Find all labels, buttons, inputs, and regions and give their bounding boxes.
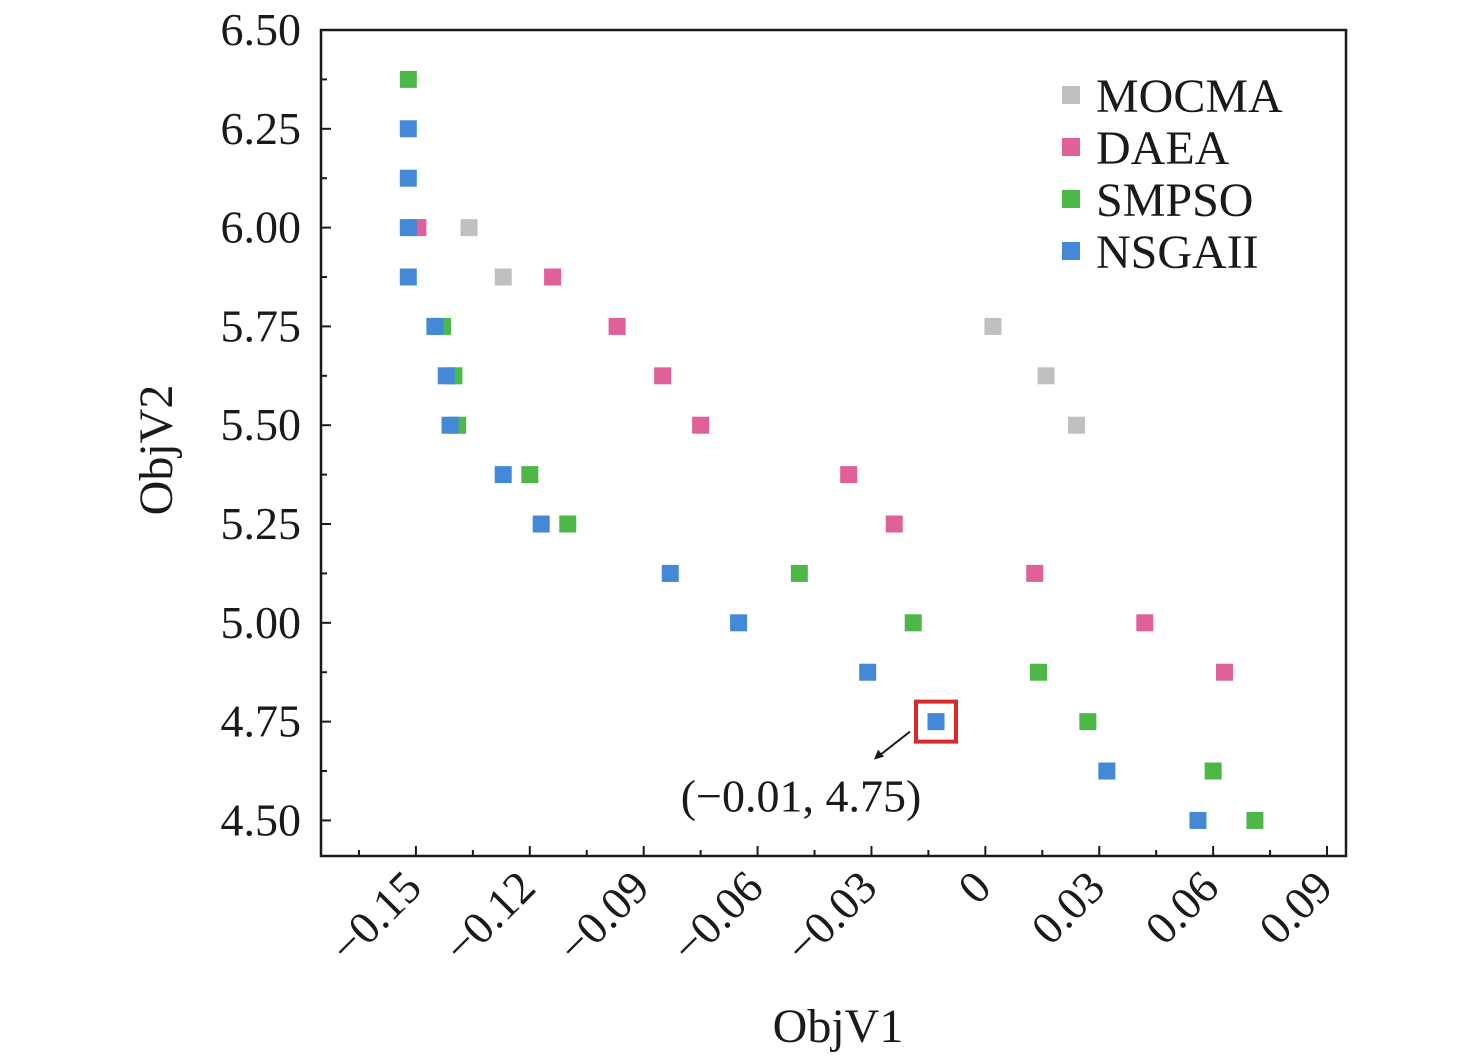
series-mocma — [460, 219, 1085, 434]
data-point — [399, 219, 417, 237]
data-point — [1189, 811, 1207, 829]
data-point — [1037, 367, 1055, 385]
annotation-arrow-line — [877, 730, 911, 758]
y-tick-label: 5.50 — [221, 399, 302, 450]
x-tick-label: −0.09 — [547, 861, 658, 972]
y-tick-label: 4.50 — [221, 794, 302, 845]
data-point — [608, 317, 626, 335]
data-point — [904, 614, 922, 632]
data-point — [399, 70, 417, 88]
data-point — [840, 466, 858, 484]
data-point — [730, 614, 748, 632]
data-point — [544, 268, 562, 286]
legend-label-nsgaii: NSGAII — [1096, 226, 1259, 279]
y-tick-label: 5.75 — [221, 300, 302, 351]
legend-label-smpso: SMPSO — [1096, 174, 1253, 227]
series-daea — [409, 219, 1234, 681]
y-tick-label: 6.50 — [221, 4, 302, 55]
data-point — [441, 416, 459, 434]
annotation-label: (−0.01, 4.75) — [681, 771, 922, 822]
data-point — [1246, 811, 1264, 829]
y-tick-label: 5.00 — [221, 597, 302, 648]
annotation-layer: (−0.01, 4.75) — [681, 699, 958, 822]
data-point — [790, 564, 808, 582]
legend-label-daea: DAEA — [1096, 122, 1230, 175]
data-point — [532, 515, 550, 533]
data-point — [692, 416, 710, 434]
y-tick-label: 6.00 — [221, 202, 302, 253]
data-point — [1030, 663, 1047, 681]
data-point — [521, 466, 539, 484]
data-point — [1079, 713, 1097, 731]
series-nsgaii — [399, 120, 1207, 829]
x-tick-label: −0.12 — [434, 861, 545, 972]
legend-swatch-nsgaii — [1062, 242, 1080, 260]
x-tick-label: −0.03 — [775, 861, 886, 972]
legend-swatch-daea — [1062, 138, 1080, 156]
data-point — [426, 317, 444, 335]
x-tick-label: 0.06 — [1135, 861, 1228, 954]
marks-layer — [399, 70, 1264, 829]
x-tick-label: −0.15 — [320, 861, 431, 972]
data-point — [494, 268, 512, 286]
data-point — [399, 120, 417, 138]
y-tick-label: 6.25 — [221, 103, 302, 154]
legend-swatch-mocma — [1062, 86, 1080, 104]
data-point — [1204, 762, 1222, 780]
data-point — [1098, 762, 1116, 780]
data-point — [1136, 614, 1154, 632]
data-point — [399, 169, 417, 187]
data-point — [1026, 564, 1044, 582]
data-point — [494, 466, 512, 484]
y-tick-label: 5.25 — [221, 498, 302, 549]
data-point — [661, 564, 679, 582]
data-point — [399, 268, 417, 286]
highlight-box — [914, 699, 958, 744]
data-point — [984, 317, 1002, 335]
legend-swatch-smpso — [1062, 190, 1080, 208]
legend-label-mocma: MOCMA — [1096, 70, 1283, 123]
data-point — [654, 367, 672, 385]
data-point — [927, 713, 945, 731]
y-axis-title: ObjV2 — [130, 385, 183, 516]
x-tick-label: 0.03 — [1021, 861, 1114, 954]
data-point — [1067, 416, 1085, 434]
data-point — [885, 515, 903, 533]
annotation-arrow-head — [874, 749, 884, 760]
plot-frame — [319, 28, 1348, 858]
data-point — [859, 663, 877, 681]
y-tick-label: 4.75 — [221, 696, 302, 747]
data-point — [1216, 663, 1234, 681]
x-axis-title: ObjV1 — [773, 1000, 904, 1053]
x-tick-label: 0 — [948, 861, 1000, 913]
data-point — [437, 367, 455, 385]
x-tick-label: 0.09 — [1249, 861, 1342, 954]
data-point — [559, 515, 577, 533]
x-tick-label: −0.06 — [661, 861, 772, 972]
data-point — [460, 219, 478, 237]
